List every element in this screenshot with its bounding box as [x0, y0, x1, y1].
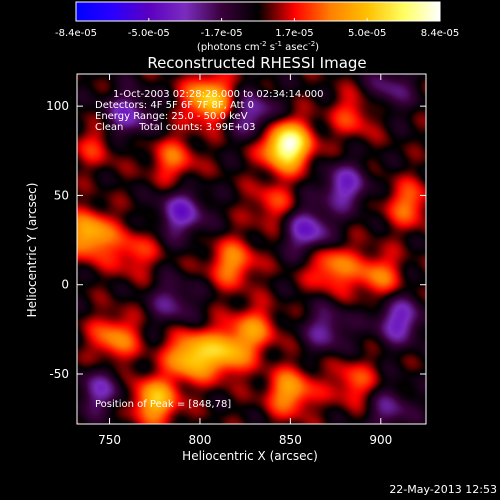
y-tick-label: 100: [46, 99, 69, 113]
colorbar-tick-label: 1.7e-05: [275, 28, 313, 39]
heatmap-area: [76, 73, 427, 425]
x-tick-label: 900: [369, 433, 392, 447]
colorbar-tick-label: -5.0e-05: [128, 28, 170, 39]
annotation-detectors: Detectors: 4F 5F 6F 7F 8F, Att 0: [95, 100, 254, 111]
colorbar-units-label: (photons cm-2 s-1 asec-2): [197, 40, 319, 53]
colorbar-tick-label: 8.4e-05: [421, 28, 459, 39]
annotation-energy: Energy Range: 25.0 - 50.0 keV: [95, 111, 248, 122]
colorbar: -8.4e-05 -5.0e-05 -1.7e-05 1.7e-05 5.0e-05 8.…: [55, 1, 459, 53]
colorbar-gradient: [76, 2, 440, 21]
y-axis: -50 0 50 100: [46, 99, 426, 381]
footer-date: 22-May-2013 12:53: [389, 483, 497, 496]
y-tick-label: 0: [61, 278, 69, 292]
annotation-peak: Position of Peak = [848,78]: [95, 399, 231, 410]
colorbar-tick-label: -8.4e-05: [55, 28, 97, 39]
annotations: 1-Oct-2003 02:28:28.000 to 02:34:14.000 …: [95, 89, 324, 410]
plot-frame: [76, 73, 427, 425]
annotation-time-range: 1-Oct-2003 02:28:28.000 to 02:34:14.000: [113, 89, 324, 100]
y-tick-label: 50: [54, 188, 69, 202]
x-axis: 750 800 850 900: [98, 74, 392, 447]
y-axis-label: Heliocentric Y (arcsec): [25, 183, 39, 318]
colorbar-tick-label: -1.7e-05: [201, 28, 243, 39]
x-axis-label: Heliocentric X (arcsec): [182, 449, 318, 463]
colorbar-frame: [75, 1, 441, 22]
x-tick-label: 800: [189, 433, 212, 447]
heatmap-image: [77, 74, 426, 424]
y-tick-label: -50: [49, 367, 69, 381]
x-tick-label: 750: [98, 433, 121, 447]
annotation-clean: Clean Total counts: 3.99E+03: [95, 122, 255, 133]
chart-title: Reconstructed RHESSI Image: [147, 54, 366, 72]
colorbar-tick-label: 5.0e-05: [348, 28, 386, 39]
x-tick-label: 850: [279, 433, 302, 447]
